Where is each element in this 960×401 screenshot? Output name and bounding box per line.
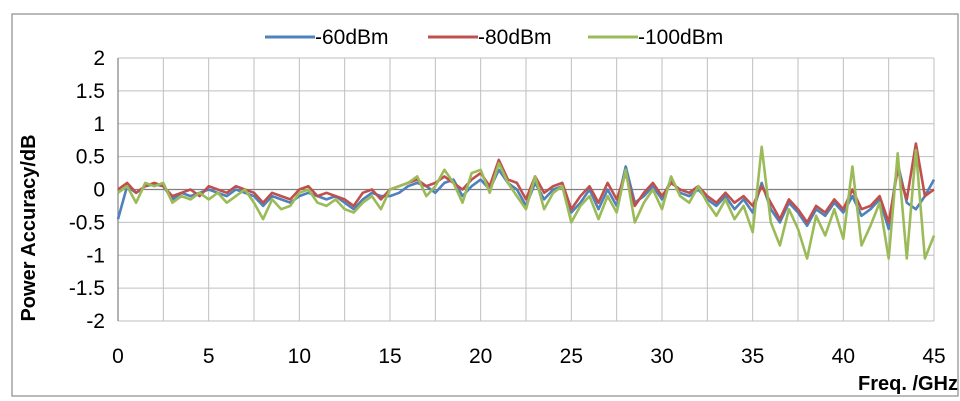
y-tick-label: -1 xyxy=(86,244,105,267)
x-tick-label: 30 xyxy=(650,345,673,368)
series-line-2 xyxy=(117,142,935,224)
y-tick-label: 0 xyxy=(93,179,105,202)
legend-label: -80dBm xyxy=(478,26,552,49)
y-tick-label: 1.5 xyxy=(76,80,105,103)
y-tick-label: 2 xyxy=(93,47,105,70)
x-tick-label: 45 xyxy=(922,345,945,368)
chart-border xyxy=(11,13,959,397)
legend: -60dBm -80dBm -100dBm xyxy=(265,26,723,49)
tick-labels: 2 1.5 1 0.5 0 -0.5 -1 -1.5 -2 0 5 10 15 20 25 30 35 40 45 xyxy=(69,47,946,368)
x-tick-label: 25 xyxy=(560,345,583,368)
legend-label: -100dBm xyxy=(638,26,723,49)
y-axis-title: Power Accuracy/dB xyxy=(18,134,40,321)
series-line-3 xyxy=(117,145,936,260)
x-tick-label: 0 xyxy=(112,345,124,368)
x-tick-label: 20 xyxy=(469,345,492,368)
series-layer xyxy=(116,142,936,260)
legend-label: -60dBm xyxy=(315,26,389,49)
y-tick-label: -0.5 xyxy=(69,211,105,234)
x-tick-label: 15 xyxy=(378,345,401,368)
y-tick-label: -1.5 xyxy=(69,277,105,300)
y-tick-label: 1 xyxy=(93,113,105,136)
y-tick-label: -2 xyxy=(86,310,105,333)
x-tick-label: 40 xyxy=(832,345,855,368)
x-tick-label: 35 xyxy=(741,345,764,368)
x-tick-label: 5 xyxy=(203,345,215,368)
y-tick-label: 0.5 xyxy=(76,146,105,169)
x-tick-label: 10 xyxy=(288,345,311,368)
x-axis-title: Freq. /GHz xyxy=(858,373,958,395)
